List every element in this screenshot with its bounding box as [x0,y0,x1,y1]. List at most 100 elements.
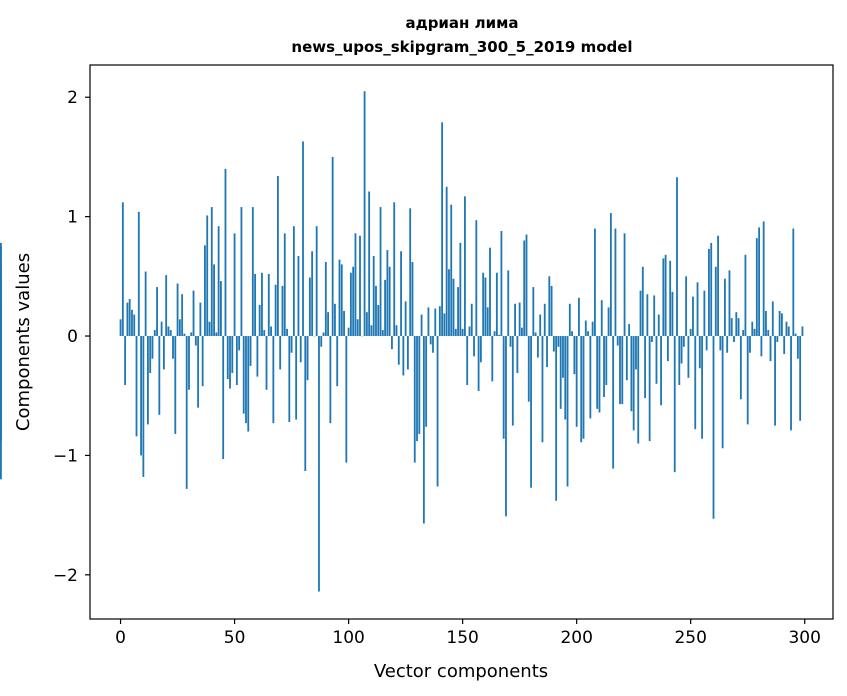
bar [402,336,405,376]
bar [147,336,149,425]
bar [160,321,163,337]
bar [302,141,304,337]
bar [181,294,184,337]
bar [470,303,473,337]
bar [466,336,469,385]
bar [388,266,391,337]
bar [783,336,786,354]
bar [318,336,320,592]
bar [381,330,384,337]
bar [247,336,250,432]
bar [188,336,190,390]
bar [584,320,587,337]
bar [723,278,726,337]
bar [801,326,804,337]
bar [254,273,257,337]
bar [409,208,412,337]
bar [331,156,334,337]
bar [349,272,352,337]
bar [464,196,466,337]
bar [443,313,446,337]
bar [527,336,530,402]
bar [393,202,396,337]
bar [0,336,2,432]
bar [673,336,676,473]
bar [625,336,628,381]
bar [648,336,651,442]
bar [199,302,202,337]
bar [751,321,754,337]
bar [714,266,717,337]
bar [327,312,329,337]
bar [534,332,537,337]
bar [292,226,295,337]
bar [694,336,697,430]
bar [662,258,665,337]
bar [710,242,713,337]
bar [165,275,168,337]
bar [794,333,797,337]
bar [696,282,699,337]
bar [144,271,147,337]
bar [256,336,259,377]
bar [372,256,375,337]
bar [176,283,179,337]
bar [340,264,343,337]
bar [126,302,129,337]
bar [258,304,261,337]
bars-group [0,91,804,592]
bar [486,307,489,337]
bar [498,334,501,337]
bar [787,326,790,337]
bar [128,299,131,337]
bar [242,336,245,414]
bar [562,336,564,378]
bar [286,328,288,337]
bar [229,336,231,389]
bar [0,266,2,337]
bar [530,336,532,488]
bar [315,226,318,337]
bar [511,336,514,426]
y-axis-ticks: −2 −1 0 1 2 [53,88,90,586]
bar [525,234,528,337]
bar [438,306,441,337]
bar [655,336,658,384]
bar [201,336,204,387]
bar [653,295,656,337]
bar [169,330,172,337]
bar [539,314,542,337]
bar [575,336,578,427]
bar [594,228,596,337]
bar [119,319,122,337]
bar [630,336,633,412]
bar [689,328,692,337]
bar [644,336,646,399]
bar [705,336,708,351]
bar [749,336,751,353]
bar [502,336,505,439]
x-tick-label: 100 [332,628,364,648]
bar [272,336,275,424]
bar [391,336,393,350]
bar [295,336,298,420]
bar [395,325,398,337]
bar [680,336,683,364]
bar [386,250,389,337]
bar [249,336,252,366]
bar [742,330,745,337]
bar [418,336,421,434]
bar [347,327,350,337]
bar [628,324,631,337]
bar [308,277,311,337]
bar [0,301,2,337]
x-tick-label: 300 [788,628,820,648]
bar [432,336,434,353]
bar [735,312,738,337]
bar [559,336,562,409]
bar [523,240,526,337]
bar [158,336,161,415]
bar [708,248,710,337]
bar [368,191,371,337]
bar [375,285,377,337]
